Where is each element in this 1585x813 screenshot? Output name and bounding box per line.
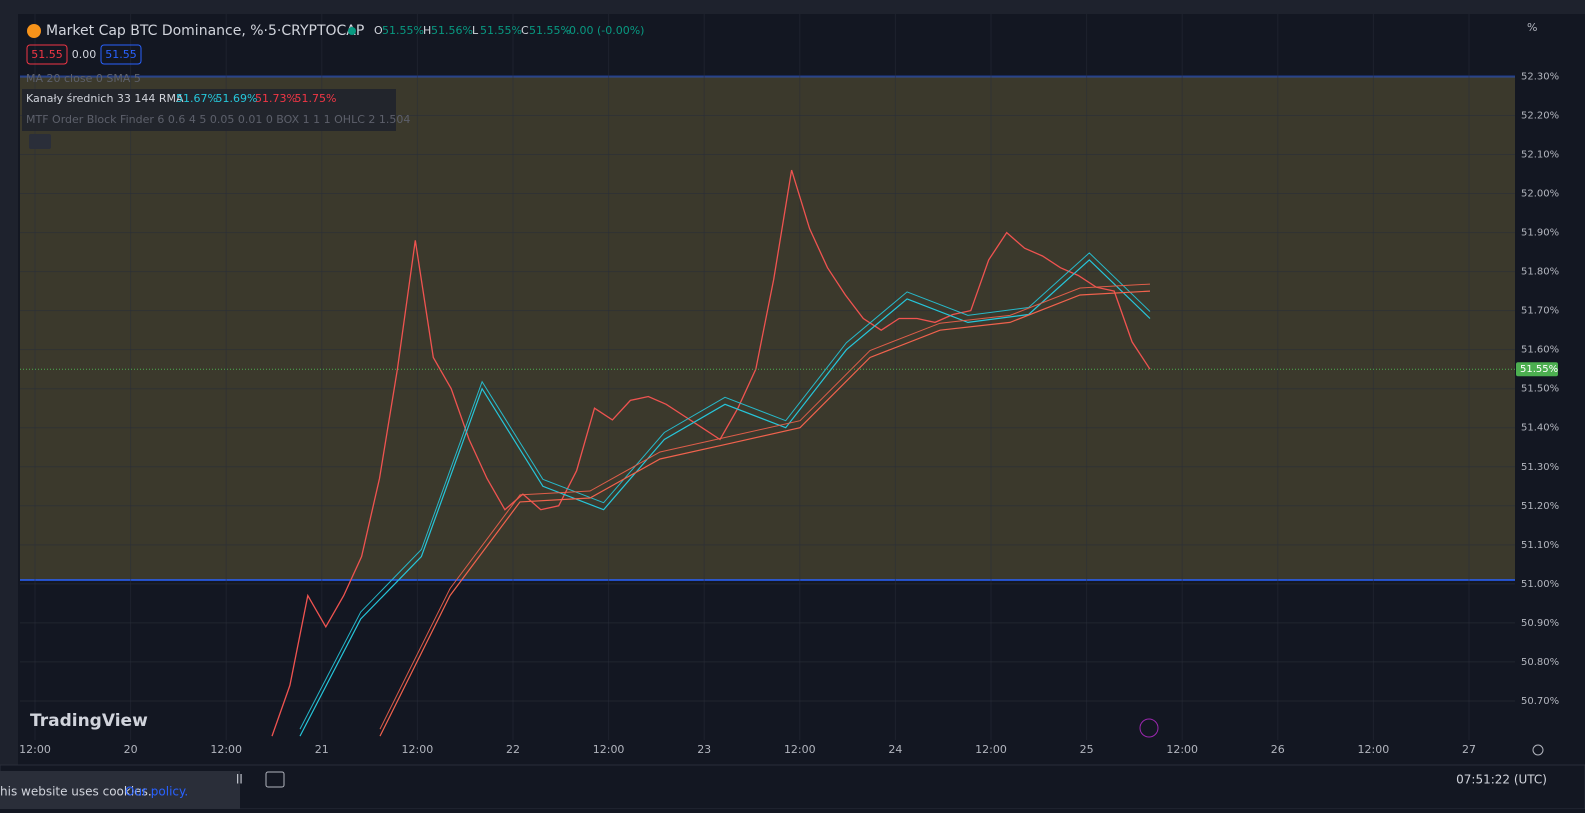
- channel-value: 51.67%: [176, 92, 218, 105]
- ohlc-value: 51.55%: [480, 24, 522, 37]
- ohlc-key: C: [521, 24, 529, 37]
- order-block: [20, 76, 1515, 580]
- x-tick-label: 12:00: [593, 743, 625, 756]
- plot: [20, 14, 1515, 740]
- policy-link[interactable]: Our policy.: [125, 785, 188, 799]
- series-line: [271, 169, 1151, 737]
- x-tick-label: 12:00: [1358, 743, 1390, 756]
- y-tick-label: 52.10%: [1521, 150, 1559, 161]
- y-tick-label: 51.40%: [1521, 423, 1559, 434]
- x-tick-label: 26: [1271, 743, 1285, 756]
- ohlc-key: L: [472, 24, 479, 37]
- mtf-indicator[interactable]: MTF Order Block Finder 6 0.6 4 5 0.05 0.…: [26, 113, 410, 126]
- y-tick-label: 51.60%: [1521, 345, 1559, 356]
- tab-label[interactable]: ll: [236, 773, 243, 787]
- series-line: [379, 290, 1151, 737]
- channels-indicator[interactable]: Kanały średnich 33 144 RMA: [26, 92, 184, 105]
- indicator-panel: [22, 89, 396, 131]
- sell-price[interactable]: 51.55: [31, 48, 63, 61]
- series-line: [299, 259, 1151, 737]
- x-tick-label: 21: [315, 743, 329, 756]
- ma-indicator[interactable]: MA 20 close 0 SMA 5: [26, 72, 141, 85]
- ohlc: O 51.55% H 51.56% L 51.55% C 51.55%: [374, 24, 571, 37]
- y-tick-label: 51.30%: [1521, 462, 1559, 473]
- top-toolbar: [0, 0, 1585, 14]
- settings-icon[interactable]: [1532, 744, 1544, 756]
- y-tick-label: 51.90%: [1521, 228, 1559, 239]
- logo: TradingView: [30, 711, 148, 731]
- series-band-line: [379, 283, 1151, 730]
- y-tick-label: 51.70%: [1521, 306, 1559, 317]
- change: -0.00 (-0.00%): [565, 24, 644, 37]
- x-tick-label: 12:00: [19, 743, 51, 756]
- ohlc-value: 51.55%: [529, 24, 571, 37]
- spread: 0.00: [72, 48, 97, 61]
- y-tick-label: 51.00%: [1521, 579, 1559, 590]
- y-tick-label: 52.00%: [1521, 189, 1559, 200]
- clock: 07:51:22 (UTC): [1456, 773, 1547, 787]
- sell-button[interactable]: [26, 44, 68, 65]
- calendar-icon[interactable]: [265, 771, 285, 788]
- y-tick-label: 51.50%: [1521, 384, 1559, 395]
- y-tick-label: 52.20%: [1521, 110, 1559, 121]
- y-tick-label: 50.90%: [1521, 618, 1559, 629]
- left-toolbar: [0, 14, 18, 765]
- y-tick-label: 52.30%: [1521, 71, 1559, 82]
- x-tick-label: 22: [506, 743, 520, 756]
- cookie-text: his website uses cookies.: [0, 785, 152, 799]
- x-tick-label: 12:00: [1166, 743, 1198, 756]
- ohlc-value: 51.55%: [382, 24, 424, 37]
- x-tick-label: 25: [1080, 743, 1094, 756]
- symbol-title: Market Cap BTC Dominance, %·5·CRYPTOCAP: [46, 23, 364, 39]
- lightning-icon[interactable]: [1139, 718, 1159, 738]
- cookie-banner: [0, 771, 240, 809]
- ohlc-key: O: [374, 24, 383, 37]
- channel-value: 51.75%: [295, 92, 337, 105]
- x-tick-label: 12:00: [975, 743, 1007, 756]
- channel-value: 51.73%: [255, 92, 297, 105]
- market-status: [348, 27, 356, 35]
- bottom-bar: [0, 764, 1585, 810]
- channel-values: 51.67%51.69%51.73%51.75%: [176, 92, 336, 105]
- x-tick-label: 27: [1462, 743, 1476, 756]
- x-tick-label: 12:00: [784, 743, 816, 756]
- x-tick-label: 23: [697, 743, 711, 756]
- y-tick-label: 51.80%: [1521, 267, 1559, 278]
- x-tick-label: 12:00: [210, 743, 242, 756]
- btc-icon: [27, 24, 41, 38]
- last-price-tag: [1516, 362, 1558, 377]
- x-tick-label: 12:00: [402, 743, 434, 756]
- y-tick-label: 51.10%: [1521, 540, 1559, 551]
- buy-button[interactable]: [100, 44, 142, 65]
- y-tick-label: 50.80%: [1521, 657, 1559, 668]
- x-tick-label: 20: [124, 743, 138, 756]
- series-band-line: [299, 252, 1151, 730]
- last-price-label: 51.55%: [1520, 364, 1558, 375]
- ohlc-value: 51.56%: [431, 24, 473, 37]
- x-tick-label: 24: [888, 743, 902, 756]
- collapse-button[interactable]: [29, 134, 51, 149]
- buy-price[interactable]: 51.55: [105, 48, 137, 61]
- ohlc-key: H: [423, 24, 431, 37]
- y-tick-label: 50.70%: [1521, 696, 1559, 707]
- channel-value: 51.69%: [216, 92, 258, 105]
- y-tick-label: 51.20%: [1521, 501, 1559, 512]
- axis-unit: %: [1527, 21, 1537, 34]
